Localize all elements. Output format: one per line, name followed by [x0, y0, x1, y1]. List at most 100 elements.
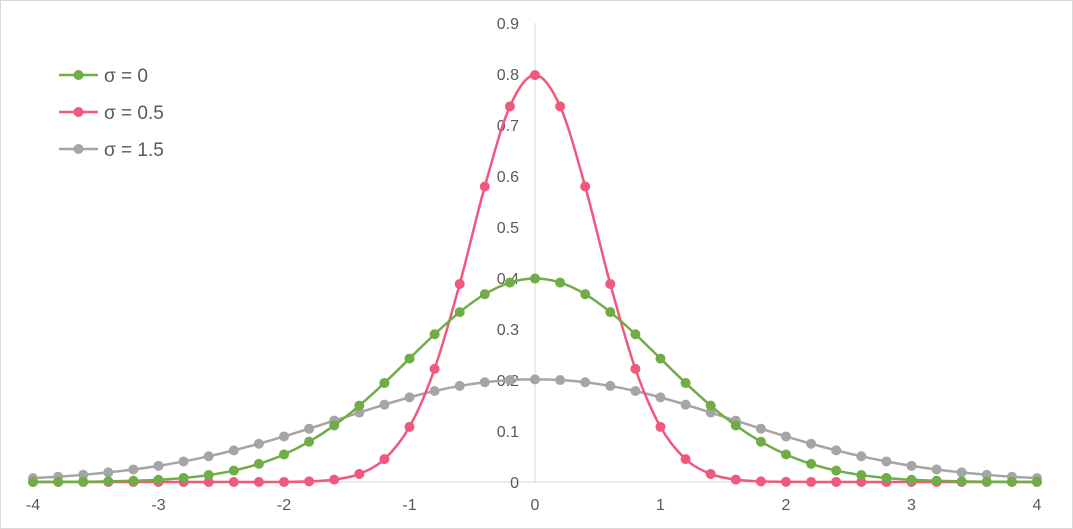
data-point — [655, 392, 666, 403]
data-point — [580, 181, 591, 192]
data-point — [103, 467, 114, 478]
legend-item: σ = 0.5 — [59, 103, 164, 124]
data-point — [1032, 476, 1042, 487]
data-point — [128, 464, 139, 475]
data-point — [1006, 476, 1017, 487]
data-point — [755, 476, 766, 487]
data-point — [981, 469, 992, 480]
data-point — [279, 431, 289, 442]
data-point — [304, 423, 315, 434]
data-point — [354, 468, 365, 479]
legend-marker — [73, 107, 84, 117]
data-point — [253, 458, 264, 469]
data-point — [956, 476, 967, 487]
data-point — [881, 472, 892, 483]
data-point — [228, 477, 239, 487]
data-point — [705, 407, 716, 418]
data-point — [203, 470, 214, 481]
data-point — [429, 363, 440, 374]
data-point — [781, 476, 791, 487]
data-point — [454, 278, 465, 289]
data-point — [379, 454, 390, 465]
data-point — [655, 421, 666, 432]
data-point — [580, 289, 591, 300]
data-point — [253, 438, 264, 449]
data-point — [178, 472, 189, 483]
legend-marker — [73, 144, 84, 154]
data-point — [781, 449, 791, 460]
data-point — [78, 469, 89, 480]
series-layer — [28, 70, 1042, 487]
data-point — [228, 465, 239, 476]
x-tick-label: -1 — [402, 497, 416, 514]
data-point — [831, 465, 842, 476]
axes — [33, 23, 1037, 483]
legend-marker — [73, 70, 84, 80]
data-point — [555, 101, 566, 112]
y-tick-label: 0.6 — [497, 169, 519, 186]
x-tick-label: -2 — [277, 497, 291, 514]
data-point — [404, 392, 415, 403]
data-point — [504, 101, 515, 112]
data-point — [705, 468, 716, 479]
data-point — [404, 353, 415, 364]
x-tick-label: 0 — [531, 497, 540, 514]
data-point — [831, 477, 842, 487]
data-point — [730, 420, 741, 431]
data-point — [956, 467, 967, 478]
data-point — [806, 458, 817, 469]
data-point — [530, 273, 540, 284]
data-point — [103, 476, 114, 487]
data-point — [28, 476, 38, 487]
data-point — [630, 386, 641, 397]
y-tick-label: 0.9 — [497, 16, 519, 33]
data-point — [906, 460, 917, 471]
data-point — [479, 289, 490, 300]
data-point — [429, 329, 440, 340]
data-point — [78, 476, 89, 487]
data-point — [856, 451, 867, 462]
y-tick-label: 0.1 — [497, 424, 519, 441]
data-point — [354, 400, 365, 411]
x-tick-label: 4 — [1033, 497, 1042, 514]
data-point — [354, 407, 365, 418]
data-point — [479, 181, 490, 192]
data-point — [53, 476, 64, 487]
data-point — [580, 377, 591, 388]
data-point — [881, 456, 892, 467]
data-point — [555, 375, 566, 386]
data-point — [806, 438, 817, 449]
data-point — [379, 399, 390, 410]
x-tick-label: 1 — [656, 497, 665, 514]
data-point — [504, 375, 515, 386]
legend-item: σ = 0 — [59, 66, 148, 87]
data-point — [128, 475, 139, 486]
data-point — [304, 476, 315, 487]
y-tick-label: 0.5 — [497, 220, 519, 237]
data-point — [379, 377, 390, 388]
data-point — [806, 476, 817, 487]
legend-label: σ = 0.5 — [104, 103, 164, 124]
data-point — [705, 400, 716, 411]
data-point — [153, 474, 164, 485]
series-0 — [28, 273, 1042, 487]
data-point — [730, 474, 741, 485]
data-point — [931, 475, 942, 486]
x-tick-label: -3 — [151, 497, 165, 514]
data-point — [203, 477, 214, 487]
data-point — [329, 420, 340, 431]
data-point — [279, 449, 289, 460]
y-tick-label: 0.8 — [497, 67, 519, 84]
data-point — [504, 277, 515, 288]
x-tick-label: -4 — [26, 497, 40, 514]
legend-item: σ = 1.5 — [59, 140, 164, 161]
x-tick-label: 2 — [782, 497, 791, 514]
x-tick-labels: -4 -3 -2 -1 0 1 2 3 4 — [26, 497, 1042, 514]
y-tick-labels: 00.10.20.30.40.50.60.70.80.9 — [497, 16, 519, 492]
data-point — [429, 386, 440, 397]
data-point — [454, 307, 465, 318]
data-point — [279, 476, 289, 487]
data-point — [680, 377, 691, 388]
data-point — [856, 477, 867, 487]
